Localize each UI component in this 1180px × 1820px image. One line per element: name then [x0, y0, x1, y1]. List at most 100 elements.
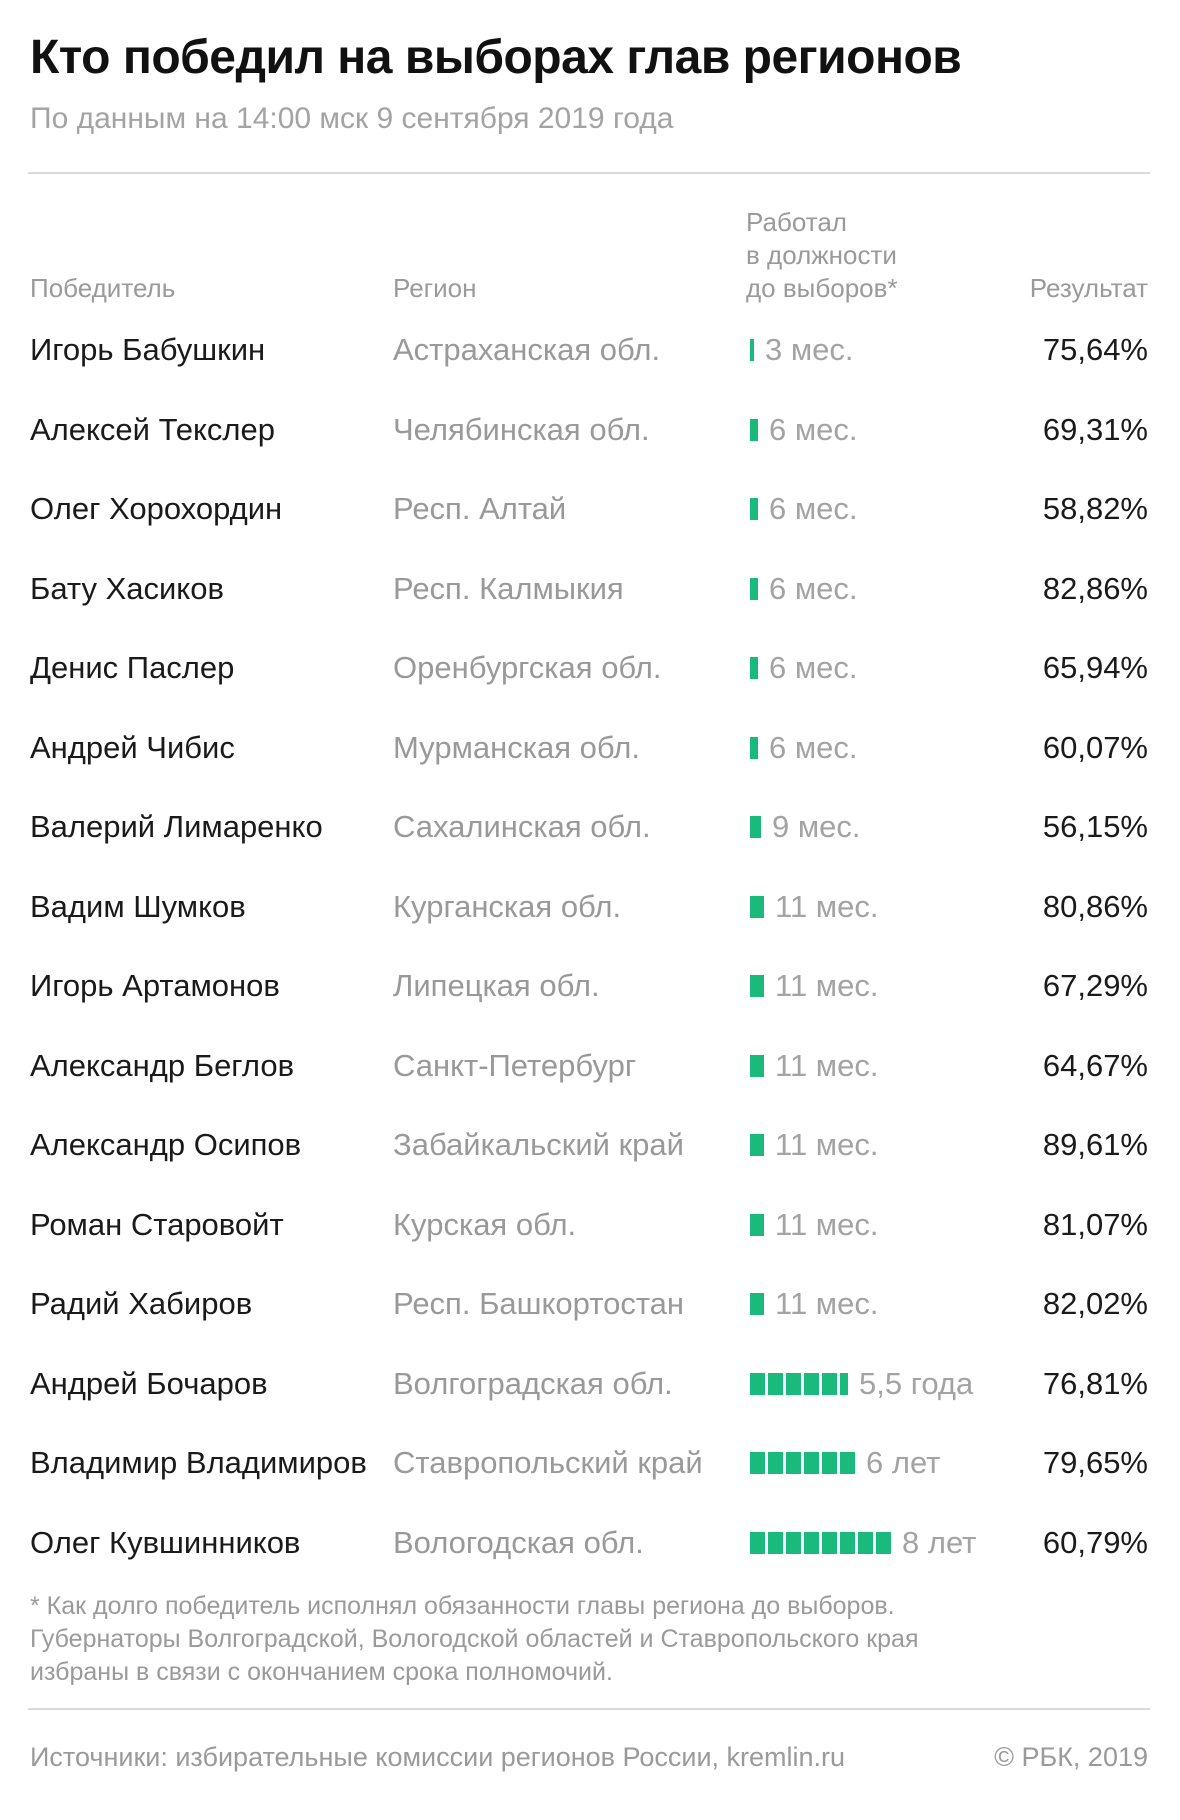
region-name: Астраханская обл. — [393, 332, 661, 367]
tenure-cell: 11 мес. — [750, 966, 878, 1006]
tenure-cell: 6 мес. — [750, 569, 858, 609]
tenure-cell: 11 мес. — [750, 1284, 878, 1324]
table-row: Олег Хорохордин Респ. Алтай 6 мес. 58,82% — [0, 489, 1180, 569]
region-name: Липецкая обл. — [393, 968, 600, 1003]
tenure-bar-segment — [840, 1452, 855, 1474]
tenure-bar-segment — [750, 1134, 764, 1156]
table-row: Роман Старовойт Курская обл. 11 мес. 81,07% — [0, 1205, 1180, 1285]
tenure-bar-segment — [822, 1373, 837, 1395]
winner-name: Игорь Бабушкин — [30, 332, 266, 367]
column-header-tenure-line-2: в должности — [746, 240, 897, 270]
bottom-divider — [28, 1708, 1150, 1710]
tenure-bar-segment — [750, 1293, 764, 1315]
table-row: Владимир Владимиров Ставропольский край 6 … — [0, 1443, 1180, 1523]
region-name: Забайкальский край — [393, 1127, 684, 1162]
result-value: 65,94% — [1042, 650, 1148, 685]
tenure-label: 6 лет — [866, 1445, 941, 1480]
copyright-text: © РБК, 2019 — [994, 1742, 1148, 1772]
tenure-label: 11 мес. — [775, 1048, 879, 1083]
winner-name: Алексей Текслер — [30, 412, 276, 447]
tenure-label: 6 мес. — [769, 571, 858, 606]
column-header-tenure-line-1: Работал — [746, 207, 847, 237]
tenure-cell: 6 лет — [750, 1443, 940, 1483]
tenure-cell: 11 мес. — [750, 1205, 878, 1245]
result-value: 75,64% — [1042, 332, 1148, 367]
region-name: Челябинская обл. — [393, 412, 650, 447]
winner-name: Олег Хорохордин — [30, 491, 283, 526]
tenure-label: 11 мес. — [775, 1207, 879, 1242]
footnote-line-1: * Как долго победитель исполнял обязанно… — [30, 1592, 895, 1620]
tenure-cell: 11 мес. — [750, 887, 878, 927]
winner-name: Бату Хасиков — [30, 571, 224, 606]
tenure-bar-segment — [822, 1532, 837, 1554]
sources-text: Источники: избирательные комиссии регион… — [30, 1742, 846, 1772]
tenure-cell: 6 мес. — [750, 648, 858, 688]
tenure-label: 6 мес. — [769, 491, 858, 526]
tenure-bar-segment — [822, 1452, 837, 1474]
column-header-region: Регион — [393, 273, 477, 303]
region-name: Санкт-Петербург — [393, 1048, 637, 1083]
result-value: 80,86% — [1042, 889, 1148, 924]
tenure-cell: 3 мес. — [750, 330, 854, 370]
region-name: Респ. Калмыкия — [393, 571, 624, 606]
tenure-bar — [750, 1055, 767, 1077]
result-value: 56,15% — [1042, 809, 1148, 844]
tenure-label: 3 мес. — [765, 332, 854, 367]
table-row: Александр Беглов Санкт-Петербург 11 мес. 64… — [0, 1046, 1180, 1126]
result-value: 79,65% — [1042, 1445, 1148, 1480]
tenure-cell: 11 мес. — [750, 1125, 878, 1165]
table-row: Андрей Чибис Мурманская обл. 6 мес. 60,07% — [0, 728, 1180, 808]
column-header-winner: Победитель — [30, 273, 176, 303]
region-name: Оренбургская обл. — [393, 650, 662, 685]
region-name: Курская обл. — [393, 1207, 577, 1242]
tenure-label: 5,5 года — [859, 1366, 974, 1401]
tenure-bar-segment — [750, 1055, 764, 1077]
tenure-cell: 8 лет — [750, 1523, 976, 1563]
tenure-bar — [750, 419, 761, 441]
table-row: Валерий Лимаренко Сахалинская обл. 9 мес. 5… — [0, 807, 1180, 887]
winner-name: Радий Хабиров — [30, 1286, 253, 1321]
tenure-cell: 6 мес. — [750, 728, 858, 768]
tenure-label: 11 мес. — [775, 968, 879, 1003]
tenure-bar — [750, 657, 761, 679]
winner-name: Владимир Владимиров — [30, 1445, 367, 1480]
result-value: 69,31% — [1042, 412, 1148, 447]
tenure-bar-segment — [750, 975, 764, 997]
result-value: 81,07% — [1042, 1207, 1148, 1242]
tenure-bar — [750, 816, 764, 838]
tenure-bar-segment — [750, 419, 758, 441]
tenure-bar — [750, 1293, 767, 1315]
tenure-bar-segment — [750, 578, 758, 600]
tenure-label: 6 мес. — [769, 412, 858, 447]
tenure-bar — [750, 1452, 858, 1474]
tenure-label: 11 мес. — [775, 1127, 879, 1162]
tenure-bar-segment — [786, 1373, 801, 1395]
tenure-bar-segment — [750, 339, 754, 361]
tenure-bar-segment — [804, 1532, 819, 1554]
region-name: Респ. Алтай — [393, 491, 567, 526]
result-value: 82,86% — [1042, 571, 1148, 606]
winner-name: Олег Кувшинников — [30, 1525, 301, 1560]
tenure-bar-segment — [876, 1532, 891, 1554]
table-row: Игорь Артамонов Липецкая обл. 11 мес. 67,29… — [0, 966, 1180, 1046]
tenure-bar — [750, 578, 761, 600]
tenure-bar — [750, 737, 761, 759]
tenure-bar — [750, 498, 761, 520]
region-name: Волгоградская обл. — [393, 1366, 673, 1401]
tenure-bar — [750, 896, 767, 918]
region-name: Ставропольский край — [393, 1445, 703, 1480]
table-row: Радий Хабиров Респ. Башкортостан 11 мес. 82… — [0, 1284, 1180, 1364]
table-row: Алексей Текслер Челябинская обл. 6 мес. 69,… — [0, 410, 1180, 490]
tenure-bar-segment — [750, 816, 761, 838]
footnote-line-3: избраны в связи с окончанием срока полно… — [30, 1658, 613, 1686]
tenure-bar — [750, 1373, 851, 1395]
tenure-bar-segment — [750, 498, 758, 520]
tenure-cell: 5,5 года — [750, 1364, 973, 1404]
page-title: Кто победил на выборах глав регионов — [30, 31, 962, 84]
tenure-bar-segment — [804, 1373, 819, 1395]
tenure-bar-segment — [750, 1452, 765, 1474]
tenure-bar-segment — [786, 1532, 801, 1554]
footnote: * Как долго победитель исполнял обязанно… — [30, 1590, 919, 1689]
column-header-tenure: Работал в должности до выборов* — [746, 206, 898, 305]
